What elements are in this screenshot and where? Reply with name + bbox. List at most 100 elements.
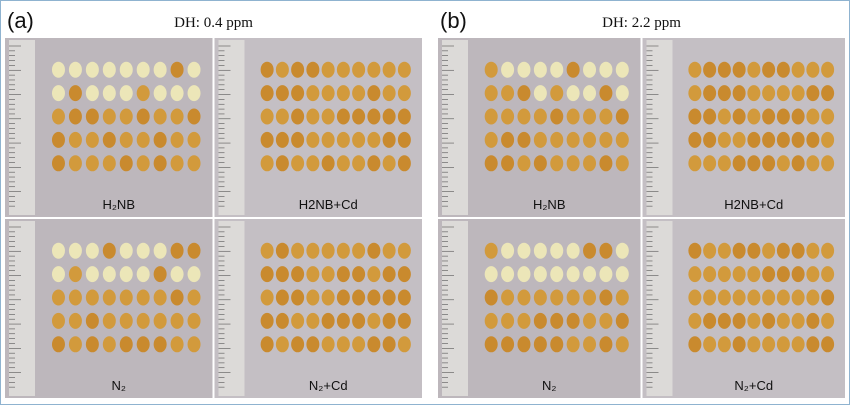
seed	[806, 131, 820, 148]
seed	[533, 336, 547, 353]
seed	[306, 131, 320, 148]
image-label: H2NB+Cd	[299, 197, 358, 212]
seed	[615, 61, 629, 78]
seed	[533, 131, 547, 148]
seed	[68, 289, 82, 306]
seed	[806, 336, 820, 353]
seed	[703, 131, 717, 148]
seed	[566, 266, 580, 283]
seed	[85, 85, 99, 102]
seed	[776, 289, 790, 306]
seed	[517, 312, 531, 329]
seed	[51, 61, 65, 78]
seed	[703, 289, 717, 306]
seed	[397, 131, 411, 148]
seed	[367, 242, 381, 259]
seed	[306, 242, 320, 259]
seed	[102, 242, 116, 259]
seed	[703, 155, 717, 172]
seed	[806, 266, 820, 283]
seed	[688, 289, 702, 306]
seed	[615, 131, 629, 148]
ruler	[442, 221, 468, 396]
seed	[68, 312, 82, 329]
seed	[367, 289, 381, 306]
seed	[747, 155, 761, 172]
seed	[336, 61, 350, 78]
seed	[85, 61, 99, 78]
seed	[550, 266, 564, 283]
seed	[566, 289, 580, 306]
seed	[806, 242, 820, 259]
seed	[747, 108, 761, 125]
seed	[615, 85, 629, 102]
seed	[291, 131, 305, 148]
image-label: N₂+Cd	[734, 378, 773, 393]
seed	[119, 85, 133, 102]
seed	[382, 108, 396, 125]
seed	[533, 85, 547, 102]
seed	[806, 155, 820, 172]
seed	[688, 61, 702, 78]
seed	[336, 242, 350, 259]
seed	[51, 266, 65, 283]
seed	[791, 266, 805, 283]
seed	[732, 61, 746, 78]
seed	[747, 336, 761, 353]
seed	[260, 266, 274, 283]
seed	[51, 85, 65, 102]
seed	[85, 131, 99, 148]
seed	[566, 131, 580, 148]
seed	[688, 336, 702, 353]
seed	[321, 312, 335, 329]
seed	[566, 312, 580, 329]
seed	[306, 155, 320, 172]
seed	[762, 61, 776, 78]
seed	[484, 289, 498, 306]
seed	[821, 289, 835, 306]
seed	[550, 61, 564, 78]
seed	[397, 108, 411, 125]
seed	[136, 336, 150, 353]
seed	[762, 289, 776, 306]
seed	[747, 131, 761, 148]
ruler	[9, 221, 35, 396]
seed	[703, 108, 717, 125]
seed	[762, 312, 776, 329]
seed	[291, 336, 305, 353]
seed	[367, 61, 381, 78]
seed	[85, 155, 99, 172]
seed	[102, 85, 116, 102]
seed	[688, 108, 702, 125]
seed	[51, 336, 65, 353]
ruler	[218, 221, 245, 396]
seed	[119, 61, 133, 78]
seed	[688, 131, 702, 148]
seed	[791, 131, 805, 148]
image-label: H2NB+Cd	[724, 197, 783, 212]
seed	[501, 242, 515, 259]
seed	[153, 108, 167, 125]
seed	[583, 336, 597, 353]
seed	[260, 336, 274, 353]
seed	[170, 242, 184, 259]
seed	[136, 312, 150, 329]
seed	[85, 312, 99, 329]
seed	[732, 312, 746, 329]
seed	[732, 266, 746, 283]
seed	[352, 131, 366, 148]
seed	[275, 155, 289, 172]
seed	[688, 312, 702, 329]
seed	[260, 312, 274, 329]
seed	[776, 266, 790, 283]
seed	[599, 312, 613, 329]
seed	[136, 266, 150, 283]
seed	[550, 108, 564, 125]
seed	[136, 108, 150, 125]
seed	[615, 289, 629, 306]
seed	[306, 266, 320, 283]
seed	[352, 312, 366, 329]
seed	[51, 312, 65, 329]
seed	[51, 131, 65, 148]
seed	[85, 108, 99, 125]
